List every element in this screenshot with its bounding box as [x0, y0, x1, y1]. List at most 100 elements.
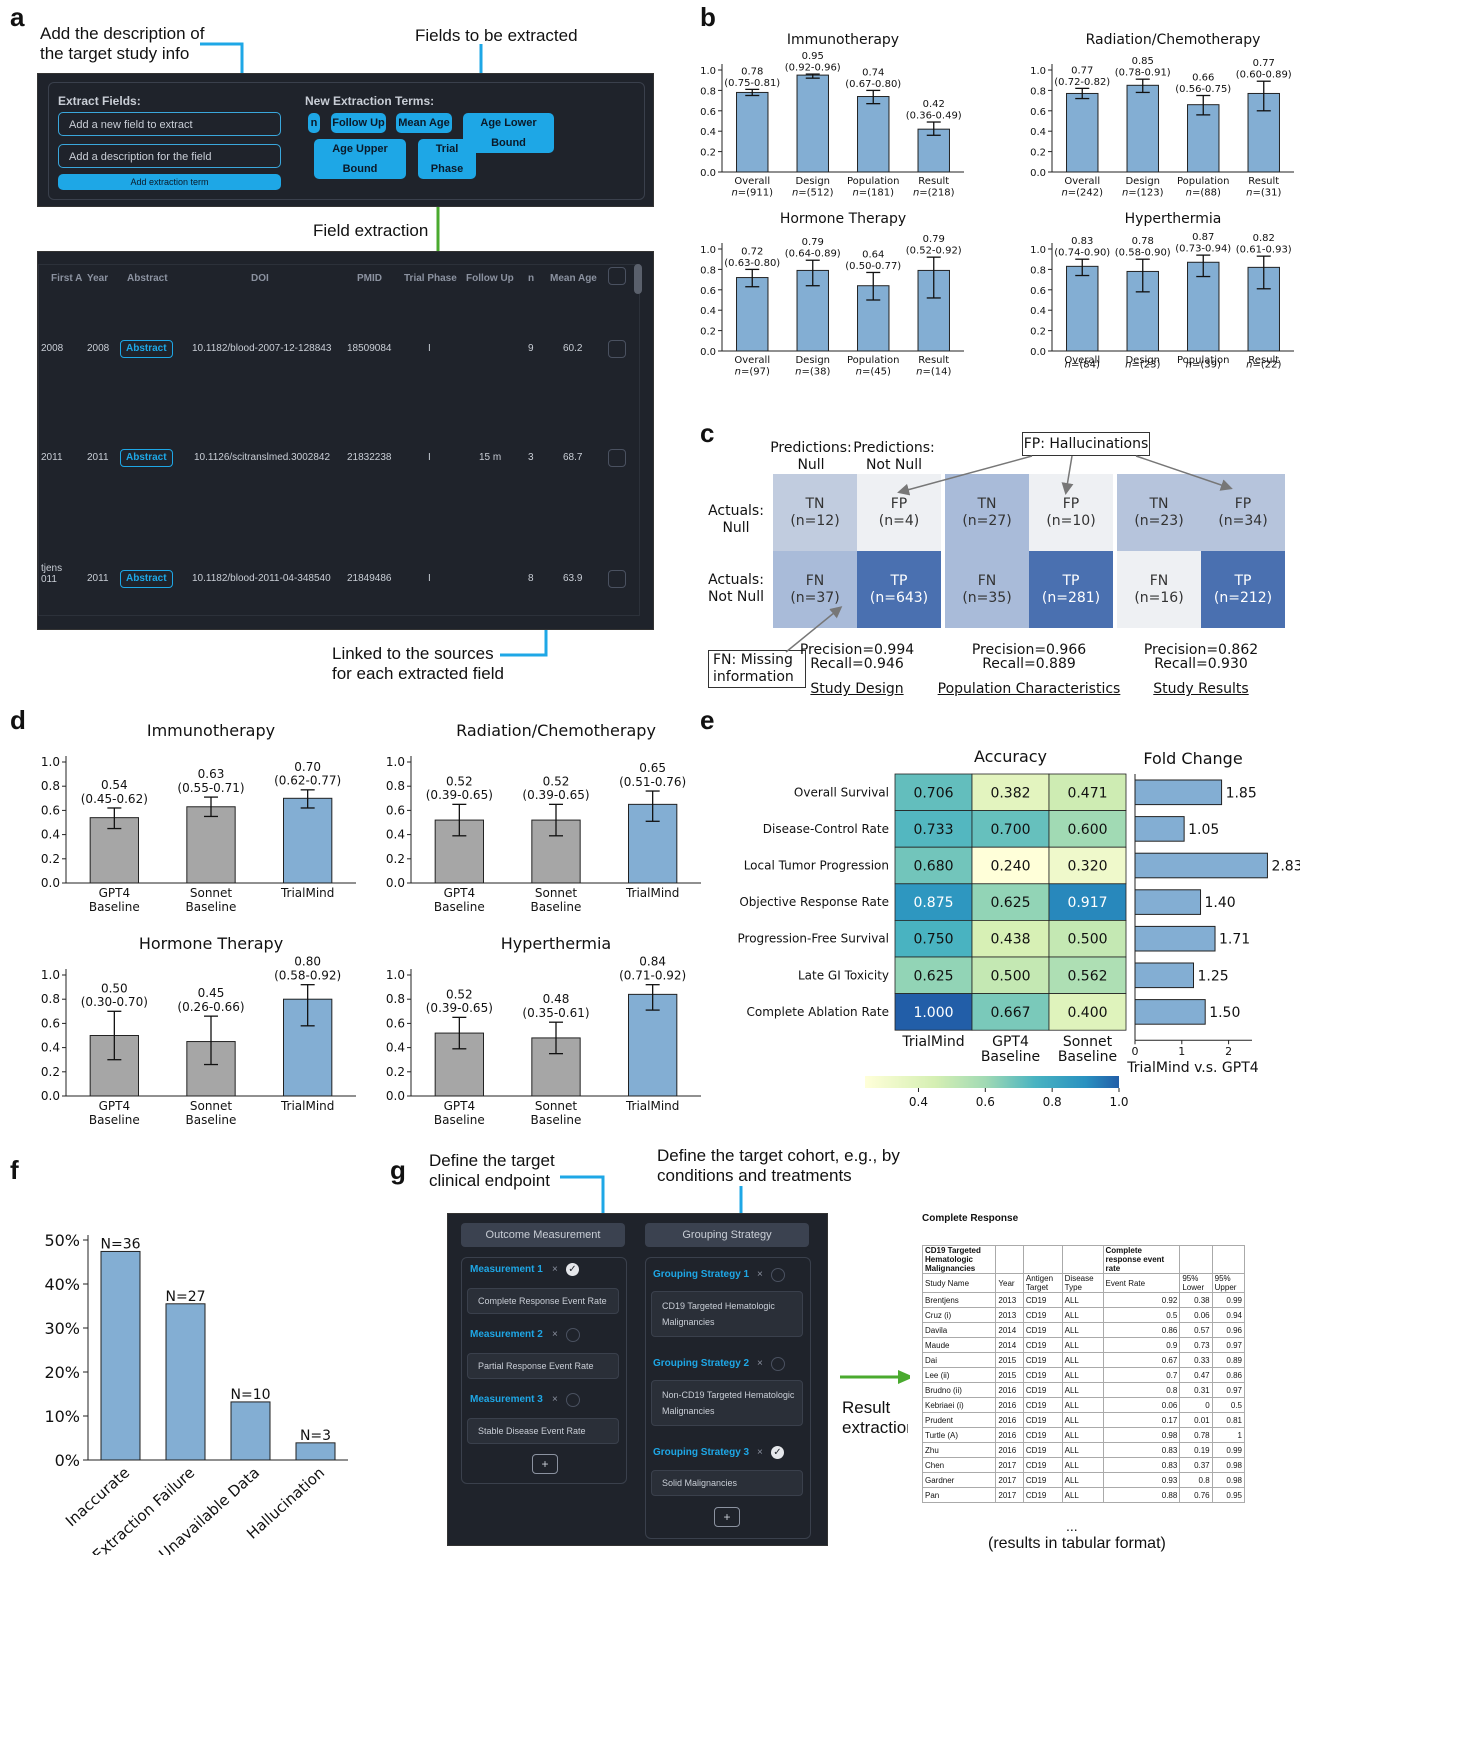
table-cell: CD19: [1022, 1457, 1063, 1473]
circle-icon[interactable]: [566, 1393, 580, 1407]
n-label: n=(39): [1186, 360, 1221, 371]
y-tick-label: 0.0: [700, 347, 716, 358]
table-cell: 0.83: [1102, 1457, 1181, 1473]
annotation-endpoint: Define the target clinical endpoint: [429, 1151, 555, 1190]
result-extraction-label: Result extraction: [842, 1398, 908, 1437]
abstract-link[interactable]: Abstract: [120, 340, 173, 358]
group-name-cell: CD19 Targeted Hematologic Malignancies: [921, 1245, 997, 1274]
term-age-upper-bound[interactable]: Age Upper Bound: [314, 139, 406, 179]
add-grouping-button[interactable]: +: [714, 1507, 740, 1527]
heatmap-cell: [1048, 810, 1127, 848]
y-tick-label: 0.4: [1030, 127, 1046, 138]
measurement-2-value[interactable]: Partial Response Event Rate: [467, 1353, 619, 1379]
col-pmid: PMID: [357, 273, 382, 284]
matrix-cell: TN (n=12): [773, 474, 857, 551]
remove-icon[interactable]: ×: [757, 1358, 763, 1369]
grouping-1-value[interactable]: CD19 Targeted Hematologic Malignancies: [651, 1291, 803, 1337]
term-trial-phase[interactable]: Trial Phase: [418, 139, 476, 179]
col-n: n: [528, 273, 535, 284]
abstract-link[interactable]: Abstract: [120, 449, 173, 467]
check-circle-icon[interactable]: ✓: [566, 1263, 579, 1276]
annotation-cohort: Define the target cohort, e.g., by condi…: [657, 1146, 900, 1185]
col-mean-age: Mean Age: [550, 273, 597, 284]
remove-icon[interactable]: ×: [552, 1264, 558, 1275]
cell-pmid: 21849486: [347, 573, 392, 584]
y-tick-label: 0.6: [386, 1016, 405, 1030]
grouping-3-value[interactable]: Solid Malignancies: [651, 1470, 803, 1496]
row-checkbox[interactable]: [608, 570, 626, 588]
remove-icon[interactable]: ×: [757, 1447, 763, 1458]
data-label: N=3: [300, 1428, 331, 1444]
extract-fields-title: Extract Fields:: [58, 94, 141, 108]
add-extraction-term-button[interactable]: Add extraction term: [58, 174, 281, 190]
data-label: 0.65 (0.51-0.76): [619, 761, 686, 789]
y-tick-label: 0.8: [1030, 86, 1046, 97]
row-checkbox[interactable]: [608, 340, 626, 358]
table-row: Maude 2014 CD19 ALL 0.9 0.73 0.97: [921, 1337, 1246, 1353]
heatmap-cell: [1048, 919, 1127, 958]
data-label: 0.84 (0.71-0.92): [619, 955, 686, 983]
grouping-strategy-title: Grouping Strategy: [645, 1223, 809, 1247]
table-cell: 1: [1211, 1427, 1246, 1443]
field-description-input[interactable]: Add a description for the field: [58, 144, 281, 168]
header-actuals-not-null: Actuals: Not Null: [707, 572, 765, 605]
arrow-fp-population: [1061, 455, 1074, 495]
y-tick-label: 1.0: [700, 66, 716, 77]
extraction-results-table: First A Year Abstract DOI PMID Trial Pha…: [37, 251, 654, 630]
term-follow-up[interactable]: Follow Up: [331, 113, 386, 133]
heatmap-cell: [971, 846, 1050, 885]
fold-value-label: 1.85: [1226, 785, 1257, 801]
cell-trial-phase: I: [428, 573, 431, 584]
table-cell: 0.96: [1211, 1322, 1246, 1338]
bar: [1066, 265, 1099, 352]
chart-title: Radiation/Chemotherapy: [456, 721, 656, 740]
y-tick-label: 0%: [55, 1451, 80, 1470]
add-measurement-button[interactable]: +: [532, 1454, 558, 1474]
measurement-3-value[interactable]: Stable Disease Event Rate: [467, 1418, 619, 1444]
remove-icon[interactable]: ×: [757, 1269, 763, 1280]
grouping-2-label: Grouping Strategy 2: [653, 1358, 750, 1369]
heatmap-cell: [1048, 956, 1127, 994]
data-label: 0.63 (0.55-0.71): [177, 767, 244, 795]
scrollbar[interactable]: [634, 264, 642, 294]
table-cell: 2016: [995, 1427, 1024, 1443]
measurement-2-label: Measurement 2: [470, 1329, 543, 1340]
circle-icon[interactable]: [566, 1328, 580, 1342]
measurement-1-value[interactable]: Complete Response Event Rate: [467, 1288, 619, 1314]
circle-icon[interactable]: [771, 1357, 785, 1371]
table-cell: 0.57: [1179, 1322, 1213, 1338]
arrow-fp-design: [897, 455, 1033, 496]
select-all-checkbox[interactable]: [608, 267, 626, 285]
column-label: Sonnet Baseline: [1058, 1034, 1117, 1065]
heatmap-cell: [1048, 993, 1127, 1031]
term-age-lower-bound[interactable]: Age Lower Bound: [463, 113, 554, 153]
y-tick-label: 0.4: [386, 828, 405, 842]
data-label: 0.85 (0.78-0.91): [1115, 56, 1171, 79]
category-label: Overall: [734, 355, 770, 366]
table-header-row: Study Name Year Antigen Target Disease Type…: [921, 1273, 1246, 1293]
category-label: GPT4 Baseline: [434, 1099, 485, 1127]
remove-icon[interactable]: ×: [552, 1394, 558, 1405]
bar: [100, 1250, 141, 1461]
grouping-2-value[interactable]: Non-CD19 Targeted Hematologic Malignanci…: [651, 1380, 803, 1426]
new-field-input[interactable]: Add a new field to extract: [58, 112, 281, 136]
circle-icon[interactable]: [771, 1268, 785, 1282]
check-circle-icon[interactable]: ✓: [771, 1446, 784, 1459]
data-label: 0.77 (0.72-0.82): [1054, 65, 1110, 88]
matrix-title: Study Results: [1153, 681, 1249, 697]
chart-title: Hormone Therapy: [780, 211, 906, 227]
table-cell: 2014: [995, 1322, 1024, 1338]
table-cell: 0.33: [1179, 1352, 1213, 1368]
term-n[interactable]: n: [308, 113, 320, 133]
row-checkbox[interactable]: [608, 449, 626, 467]
n-label: n=(242): [1061, 188, 1103, 199]
y-tick-label: 0.0: [1030, 347, 1046, 358]
category-label: GPT4 Baseline: [434, 886, 485, 914]
abstract-link[interactable]: Abstract: [120, 570, 173, 588]
y-tick-label: 0.0: [700, 168, 716, 179]
term-mean-age[interactable]: Mean Age: [396, 113, 452, 133]
fold-tick-label: 2: [1225, 1045, 1232, 1058]
result-table: CD19 Targeted Hematologic Malignancies C…: [921, 1245, 1246, 1503]
table-row: Zhu 2016 CD19 ALL 0.83 0.19 0.99: [921, 1442, 1246, 1458]
remove-icon[interactable]: ×: [552, 1329, 558, 1340]
